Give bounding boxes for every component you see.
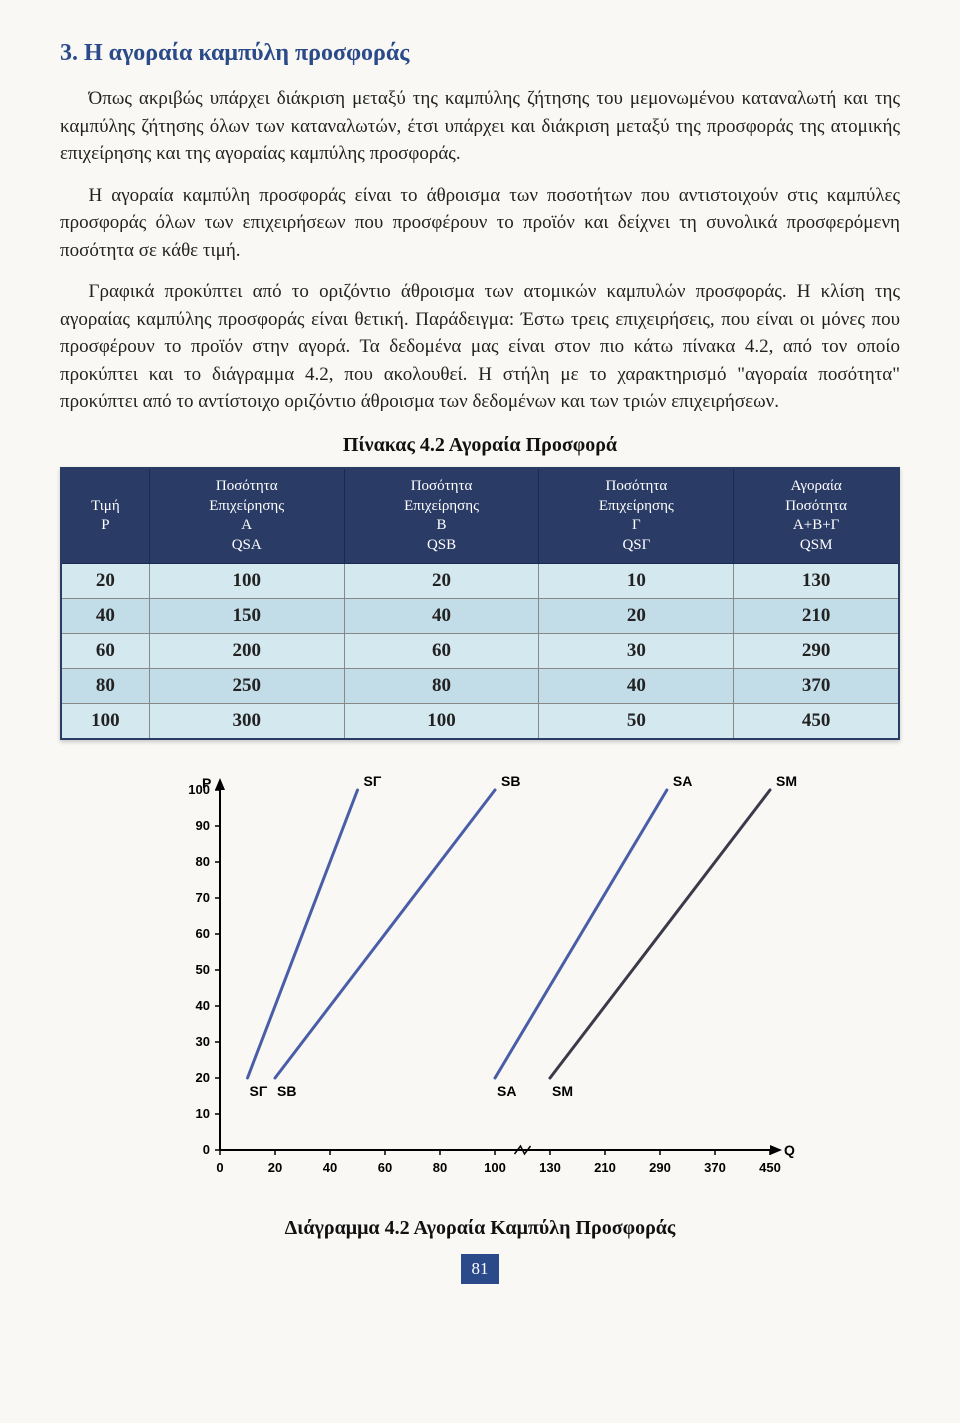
table-cell: 20 <box>539 599 734 634</box>
svg-text:SB: SB <box>277 1083 296 1099</box>
table-row: 201002010130 <box>61 564 899 599</box>
svg-text:20: 20 <box>196 1070 210 1085</box>
svg-text:60: 60 <box>378 1160 392 1175</box>
section-title: 3. Η αγοραία καμπύλη προσφοράς <box>60 40 900 67</box>
table-header-cell: ΠοσότηταΕπιχείρησηςΓQSΓ <box>539 468 734 564</box>
supply-chart: PQ01020304050607080901000204060801001302… <box>160 770 800 1200</box>
table-row: 401504020210 <box>61 599 899 634</box>
table-cell: 210 <box>734 599 899 634</box>
svg-text:Q: Q <box>784 1142 795 1158</box>
table-cell: 80 <box>61 669 149 704</box>
table-cell: 40 <box>61 599 149 634</box>
svg-text:SA: SA <box>497 1083 516 1099</box>
table-row: 802508040370 <box>61 669 899 704</box>
paragraph-3: Γραφικά προκύπτει από το οριζόντιο άθροι… <box>60 278 900 416</box>
svg-text:30: 30 <box>196 1034 210 1049</box>
svg-text:SΓ: SΓ <box>250 1083 268 1099</box>
svg-text:450: 450 <box>759 1160 781 1175</box>
table-row: 602006030290 <box>61 634 899 669</box>
table-cell: 370 <box>734 669 899 704</box>
svg-text:100: 100 <box>188 782 210 797</box>
svg-text:20: 20 <box>268 1160 282 1175</box>
table-cell: 150 <box>149 599 344 634</box>
table-cell: 130 <box>734 564 899 599</box>
table-cell: 100 <box>61 704 149 740</box>
svg-text:10: 10 <box>196 1106 210 1121</box>
svg-text:SB: SB <box>501 773 520 789</box>
table-cell: 250 <box>149 669 344 704</box>
table-head: ΤιμήPΠοσότηταΕπιχείρησηςAQSAΠοσότηταΕπιχ… <box>61 468 899 564</box>
table-cell: 20 <box>344 564 539 599</box>
table-header-cell: ΑγοραίαΠοσότηταA+B+ΓQSM <box>734 468 899 564</box>
svg-text:60: 60 <box>196 926 210 941</box>
table-cell: 20 <box>61 564 149 599</box>
table-cell: 40 <box>539 669 734 704</box>
svg-text:50: 50 <box>196 962 210 977</box>
table-title: Πίνακας 4.2 Αγοραία Προσφορά <box>60 434 900 457</box>
svg-text:80: 80 <box>433 1160 447 1175</box>
svg-text:130: 130 <box>539 1160 561 1175</box>
table-cell: 40 <box>344 599 539 634</box>
table-cell: 100 <box>149 564 344 599</box>
paragraph-2: Η αγοραία καμπύλη προσφοράς είναι το άθρ… <box>60 182 900 265</box>
table-header-row: ΤιμήPΠοσότηταΕπιχείρησηςAQSAΠοσότηταΕπιχ… <box>61 468 899 564</box>
table-body: 2010020101304015040202106020060302908025… <box>61 564 899 740</box>
table-cell: 200 <box>149 634 344 669</box>
table-cell: 450 <box>734 704 899 740</box>
svg-text:0: 0 <box>203 1142 210 1157</box>
svg-text:0: 0 <box>216 1160 223 1175</box>
svg-text:SΓ: SΓ <box>364 773 382 789</box>
svg-text:290: 290 <box>649 1160 671 1175</box>
table-cell: 50 <box>539 704 734 740</box>
table-header-cell: ΠοσότηταΕπιχείρησηςAQSA <box>149 468 344 564</box>
page: 3. Η αγοραία καμπύλη προσφοράς Όπως ακρι… <box>0 0 960 1423</box>
table-cell: 60 <box>61 634 149 669</box>
supply-table: ΤιμήPΠοσότηταΕπιχείρησηςAQSAΠοσότηταΕπιχ… <box>60 467 900 740</box>
svg-text:370: 370 <box>704 1160 726 1175</box>
svg-text:210: 210 <box>594 1160 616 1175</box>
table-cell: 10 <box>539 564 734 599</box>
page-number: 81 <box>461 1254 499 1284</box>
table-cell: 300 <box>149 704 344 740</box>
table-cell: 30 <box>539 634 734 669</box>
svg-text:100: 100 <box>484 1160 506 1175</box>
table-cell: 60 <box>344 634 539 669</box>
chart-container: PQ01020304050607080901000204060801001302… <box>160 770 800 1205</box>
table-row: 10030010050450 <box>61 704 899 740</box>
svg-text:90: 90 <box>196 818 210 833</box>
table-cell: 100 <box>344 704 539 740</box>
svg-text:40: 40 <box>196 998 210 1013</box>
svg-text:SA: SA <box>673 773 692 789</box>
svg-text:80: 80 <box>196 854 210 869</box>
paragraph-1: Όπως ακριβώς υπάρχει διάκριση μεταξύ της… <box>60 85 900 168</box>
table-header-cell: ΠοσότηταΕπιχείρησηςBQSB <box>344 468 539 564</box>
chart-caption: Διάγραμμα 4.2 Αγοραία Καμπύλη Προσφοράς <box>60 1217 900 1240</box>
table-cell: 80 <box>344 669 539 704</box>
svg-text:40: 40 <box>323 1160 337 1175</box>
svg-text:SM: SM <box>776 773 797 789</box>
svg-text:70: 70 <box>196 890 210 905</box>
table-header-cell: ΤιμήP <box>61 468 149 564</box>
table-cell: 290 <box>734 634 899 669</box>
svg-text:SM: SM <box>552 1083 573 1099</box>
